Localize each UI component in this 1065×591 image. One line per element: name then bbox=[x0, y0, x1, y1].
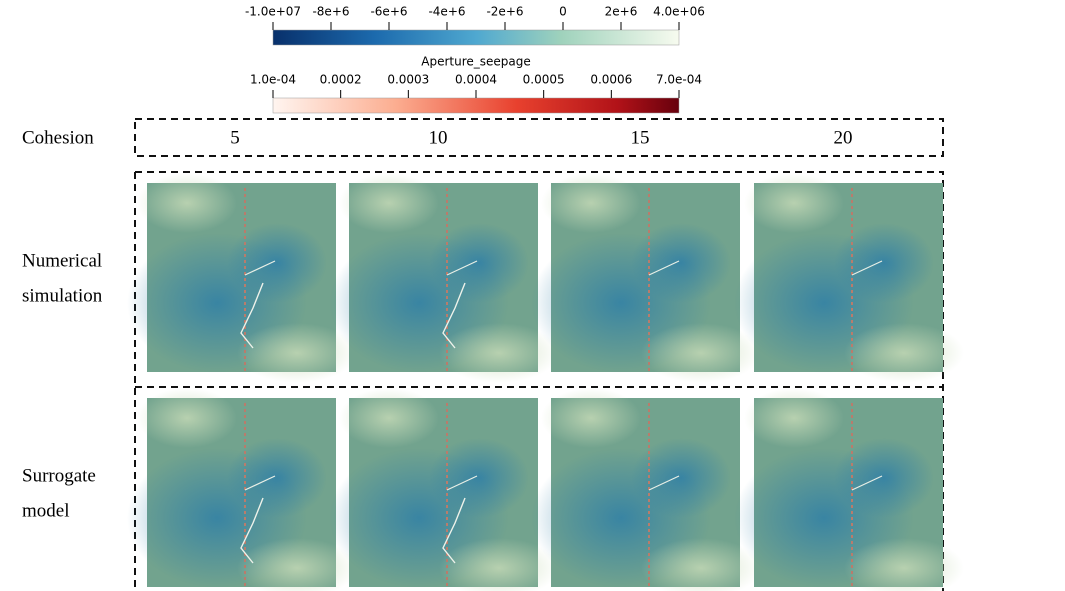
colorbar bbox=[272, 29, 680, 46]
panel-light bbox=[641, 538, 761, 591]
panel-shade bbox=[429, 438, 529, 518]
fracture-branch bbox=[851, 475, 883, 491]
panel-shade bbox=[429, 223, 529, 303]
colorbar-tick-label: 0.0005 bbox=[523, 73, 565, 87]
crack bbox=[240, 282, 264, 349]
colorbar-tick-label: -6e+6 bbox=[370, 5, 407, 19]
column-label: 20 bbox=[834, 127, 853, 148]
panel-light bbox=[137, 173, 237, 233]
panel-shade bbox=[631, 438, 731, 518]
panel-light bbox=[844, 538, 964, 591]
colorbar-tick-label: -2e+6 bbox=[486, 5, 523, 19]
colorbar-tick-label: 7.0e-04 bbox=[656, 73, 702, 87]
panel-light bbox=[541, 173, 641, 233]
crack bbox=[442, 282, 466, 349]
panel-light bbox=[237, 538, 357, 591]
row-label: Numerical bbox=[22, 250, 102, 271]
fracture-branch bbox=[244, 260, 276, 276]
panel-light bbox=[641, 323, 761, 383]
colorbar-tick-label: 0.0004 bbox=[455, 73, 497, 87]
panel-light bbox=[339, 388, 439, 448]
fracture-branch bbox=[446, 475, 478, 491]
fracture-branch bbox=[648, 260, 680, 276]
colorbar-tick-label: -1.0e+07 bbox=[245, 5, 301, 19]
panel-shade bbox=[834, 438, 934, 518]
colorbar-title: Aperture_seepage bbox=[421, 55, 531, 69]
panel-light bbox=[439, 323, 559, 383]
header-label: Cohesion bbox=[22, 127, 94, 148]
colorbar-tick-label: 0.0002 bbox=[320, 73, 362, 87]
row-label: simulation bbox=[22, 285, 103, 306]
panel-shade bbox=[631, 223, 731, 303]
panel-light bbox=[844, 323, 964, 383]
panel-light bbox=[541, 388, 641, 448]
column-label: 10 bbox=[429, 127, 448, 148]
colorbar-tick-label: -4e+6 bbox=[428, 5, 465, 19]
panel-light bbox=[137, 388, 237, 448]
colorbar-tick-label: 2e+6 bbox=[605, 5, 638, 19]
fracture-branch bbox=[446, 260, 478, 276]
column-label: 15 bbox=[631, 127, 650, 148]
panel-light bbox=[237, 323, 357, 383]
row-label: Surrogate bbox=[22, 465, 96, 486]
panel-shade bbox=[227, 223, 327, 303]
header-box bbox=[134, 118, 944, 157]
colorbar-tick-label: 4.0e+06 bbox=[653, 5, 705, 19]
panel-light bbox=[339, 173, 439, 233]
fracture-branch bbox=[851, 260, 883, 276]
colorbar-tick-label: -8e+6 bbox=[312, 5, 349, 19]
fracture-branch bbox=[648, 475, 680, 491]
panel-shade bbox=[834, 223, 934, 303]
colorbar bbox=[272, 97, 680, 114]
fracture-branch bbox=[244, 475, 276, 491]
panel-shade bbox=[227, 438, 327, 518]
panel-light bbox=[439, 538, 559, 591]
panel-light bbox=[744, 173, 844, 233]
crack bbox=[240, 497, 264, 564]
crack bbox=[442, 497, 466, 564]
column-label: 5 bbox=[230, 127, 240, 148]
panel-light bbox=[744, 388, 844, 448]
colorbar-tick-label: 0.0003 bbox=[387, 73, 429, 87]
colorbar-tick-label: 0 bbox=[559, 5, 567, 19]
colorbar-tick-label: 1.0e-04 bbox=[250, 73, 296, 87]
row-label: model bbox=[22, 500, 70, 521]
colorbar-tick-label: 0.0006 bbox=[590, 73, 632, 87]
